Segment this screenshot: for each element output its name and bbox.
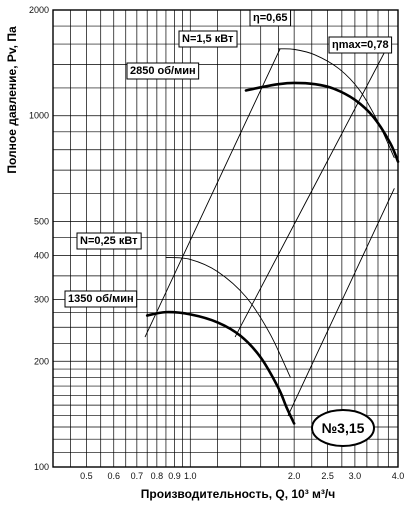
x-tick-label: 2.0 <box>288 471 301 481</box>
x-tick-label: 0.7 <box>131 471 144 481</box>
series-line-4 <box>144 48 281 338</box>
annotation-text: 2850 об/мин <box>130 65 196 77</box>
x-tick-label: 3.0 <box>349 471 362 481</box>
annotation-box <box>76 232 142 250</box>
series-line-2 <box>277 48 395 159</box>
annotation-label: N=0,25 кВт <box>76 232 142 250</box>
x-tick-label: 0.5 <box>80 471 93 481</box>
y-tick-label: 1000 <box>29 111 49 121</box>
badge-ellipse <box>311 409 375 447</box>
y-tick-label: 300 <box>34 294 49 304</box>
annotation-box <box>178 30 238 48</box>
x-axis-label: Производительность, Q, 10³ м³/ч <box>141 487 335 501</box>
y-tick-label: 100 <box>34 462 49 472</box>
annotation-box <box>328 36 393 54</box>
x-tick-label: 1.0 <box>184 471 197 481</box>
annotation-box <box>64 290 138 308</box>
annotation-box <box>249 9 292 27</box>
series-line-6 <box>287 188 395 417</box>
plot-frame <box>52 9 399 468</box>
annotation-label: ηmax=0,78 <box>328 36 393 54</box>
curves <box>144 48 400 425</box>
x-tick-label: 0.9 <box>168 471 181 481</box>
y-tick-label: 500 <box>34 216 49 226</box>
tick-labels: 0.5 0.6 0.7 0.8 0.9 1.0 2.0 2.5 3.0 4.0 100 200 300 4… <box>29 5 404 481</box>
annotation-label: 2850 об/мин <box>126 62 200 80</box>
annotation-label: N=1,5 кВт <box>178 30 238 48</box>
annotation-text: η=0,65 <box>253 12 288 24</box>
model-badge: №3,15 <box>311 409 375 447</box>
x-tick-label: 4.0 <box>392 471 405 481</box>
annotations: η=0,65 N=1,5 кВт ηmax=0,78 2850 об/мин N=0,2… <box>64 9 393 447</box>
annotation-label: 1350 об/мин <box>64 290 138 308</box>
grid <box>52 9 399 468</box>
annotation-box <box>126 62 200 80</box>
x-tick-label: 0.8 <box>151 471 164 481</box>
x-tick-label: 0.6 <box>107 471 120 481</box>
y-tick-label: 2000 <box>29 5 49 15</box>
series-line-0 <box>244 81 400 163</box>
annotation-text: ηmax=0,78 <box>332 39 389 51</box>
annotation-text: 1350 об/мин <box>68 293 134 305</box>
annotation-label: η=0,65 <box>249 9 292 27</box>
y-tick-label: 400 <box>34 251 49 261</box>
series-line-5 <box>234 48 387 338</box>
series-line-1 <box>145 310 296 425</box>
annotation-text: N=0,25 кВт <box>80 235 138 247</box>
y-axis-label: Полное давление, Pv, Па <box>5 26 19 174</box>
x-tick-label: 2.5 <box>321 471 334 481</box>
series-line-3 <box>165 256 291 378</box>
annotation-text: N=1,5 кВт <box>182 33 234 45</box>
badge-text: №3,15 <box>322 420 365 436</box>
y-tick-label: 200 <box>34 356 49 366</box>
